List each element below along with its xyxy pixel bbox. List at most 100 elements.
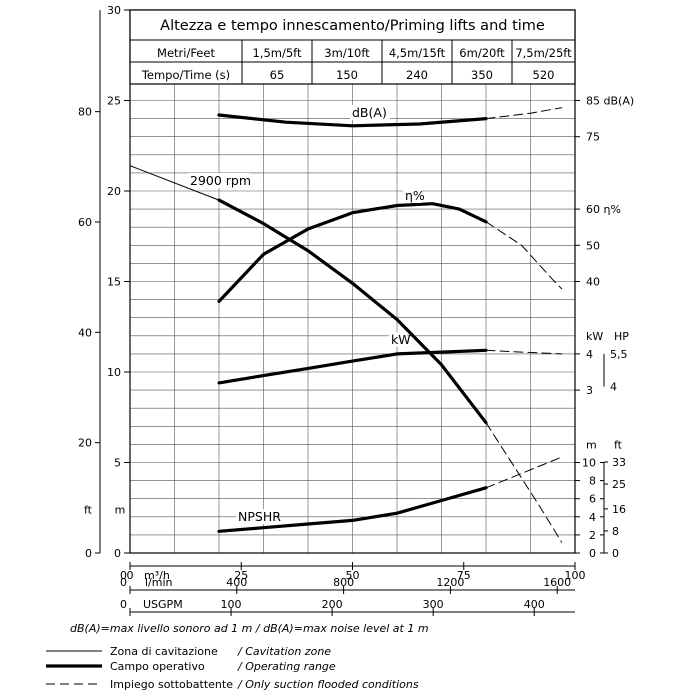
- x-tick-label-lmin: 400: [226, 576, 247, 589]
- table-cell-time: 350: [471, 68, 493, 82]
- legend-label-it: Zona di cavitazione: [110, 645, 218, 658]
- x-tick-label-m3h: 50: [346, 569, 360, 582]
- y-tick-label-m: 15: [107, 276, 121, 289]
- label-dba-bg: [350, 105, 390, 120]
- x-tick-label-usgpm: 100: [221, 598, 242, 611]
- y-tick-label-m: 5: [114, 457, 121, 470]
- legend-label-en: / Operating range: [237, 660, 336, 673]
- curve-db-a--flooded: [485, 107, 563, 120]
- npshr-ft-label: 0: [612, 547, 619, 560]
- y-tick-label-ft: 0: [85, 547, 92, 560]
- table-cell-time: 65: [270, 68, 285, 82]
- table-row-label-time: Tempo/Time (s): [141, 68, 230, 82]
- x-tick-label-m3h: 75: [457, 569, 471, 582]
- y-tick-label-ft: 20: [78, 437, 92, 450]
- legend-label-en: / Cavitation zone: [237, 645, 331, 658]
- eff-scale-label: 40: [586, 276, 600, 289]
- table-row-label-lift: Metri/Feet: [157, 46, 215, 60]
- x-tick-label-usgpm: 200: [322, 598, 343, 611]
- label-kw-bg: [389, 332, 408, 347]
- label-dba: dB(A): [352, 105, 387, 120]
- kw-scale-label: 4: [586, 348, 593, 361]
- table-cell-lift: 1,5m/5ft: [252, 46, 302, 60]
- kw-unit: kW: [586, 330, 603, 343]
- y-tick-label-ft: 40: [78, 326, 92, 339]
- dba-scale-label: 75: [586, 131, 600, 144]
- curve-kw-flooded: [485, 349, 563, 355]
- curve---operating: [217, 202, 488, 303]
- npshr-m-label: 6: [589, 493, 596, 506]
- x-tick-label-lmin: 1200: [436, 576, 464, 589]
- dba-note: dB(A)=max livello sonoro ad 1 m / dB(A)=…: [70, 622, 429, 635]
- y-tick-label-m: 10: [107, 366, 121, 379]
- x-axis-label-usgpm: USGPM: [143, 598, 183, 611]
- x-axis-label-lmin: l/min: [145, 576, 173, 589]
- curve-kw-operating: [217, 348, 488, 385]
- curve-2900-rpm-flooded: [485, 422, 563, 543]
- npshr-unit-m: m: [586, 438, 597, 451]
- x-axis-label-m3h: m³/h: [144, 569, 170, 582]
- npshr-ft-label: 16: [612, 503, 626, 516]
- table-cell-lift: 6m/20ft: [459, 46, 505, 60]
- curve-npshr-flooded: [485, 456, 563, 489]
- y-tick-label-ft: 80: [78, 106, 92, 119]
- label-eta: η%: [405, 188, 425, 203]
- dba-scale-label: 85 dB(A): [586, 95, 634, 108]
- x-tick-label-lmin: 0: [120, 576, 127, 589]
- table-cell-lift: 7,5m/25ft: [515, 46, 572, 60]
- curve---flooded: [485, 221, 563, 290]
- y-tick-label-m: 25: [107, 95, 121, 108]
- eff-scale-label: 60 η%: [586, 203, 621, 216]
- y-axis-unit-m: m: [115, 504, 126, 517]
- hp-unit: HP: [614, 330, 629, 343]
- y-tick-label-m: 0: [114, 547, 121, 560]
- curve-2900-rpm-operating: [217, 198, 488, 425]
- y-tick-label-m: 30: [107, 4, 121, 17]
- npshr-ft-label: 25: [612, 478, 626, 491]
- npshr-m-label: 0: [589, 547, 596, 560]
- x-tick-label-usgpm: 400: [524, 598, 545, 611]
- table-cell-lift: 4,5m/15ft: [389, 46, 446, 60]
- label-eta-bg: [403, 188, 422, 203]
- y-axis-unit-ft: ft: [84, 504, 93, 517]
- curve-2900-rpm-cavitation: [129, 165, 220, 201]
- legend-label-en: / Only suction flooded conditions: [237, 678, 419, 691]
- kw-scale-label: 3: [586, 384, 593, 397]
- npshr-m-label: 8: [589, 475, 596, 488]
- x-tick-label-lmin: 1600: [543, 576, 571, 589]
- y-tick-label-ft: 60: [78, 216, 92, 229]
- x-tick-label-lmin: 800: [333, 576, 354, 589]
- priming-table: [129, 9, 576, 85]
- x-tick-label-usgpm: 0: [120, 598, 127, 611]
- npshr-unit-ft: ft: [614, 438, 623, 451]
- npshr-m-label: 10: [582, 457, 596, 470]
- npshr-m-label: 2: [589, 529, 596, 542]
- table-cell-time: 150: [336, 68, 358, 82]
- label-npshr-bg: [236, 509, 276, 524]
- hp-label: 5,5: [610, 348, 628, 361]
- hp-label: 4: [610, 380, 617, 393]
- eff-scale-label: 50: [586, 239, 600, 252]
- x-tick-label-m3h: 25: [234, 569, 248, 582]
- label-rpm: 2900 rpm: [190, 173, 251, 188]
- curve-npshr-operating: [217, 486, 488, 533]
- table-cell-lift: 3m/10ft: [324, 46, 370, 60]
- legend-label-it: Impiego sottobattente: [110, 678, 233, 691]
- npshr-m-label: 4: [589, 511, 596, 524]
- npshr-ft-label: 33: [612, 456, 626, 469]
- label-npshr: NPSHR: [238, 509, 281, 524]
- curve-db-a--operating: [217, 113, 488, 128]
- table-cell-time: 520: [533, 68, 555, 82]
- x-tick-label-m3h: 0: [120, 569, 127, 582]
- label-kw: kW: [391, 332, 411, 347]
- x-tick-label-usgpm: 300: [423, 598, 444, 611]
- table-cell-time: 240: [406, 68, 428, 82]
- y-tick-label-m: 20: [107, 185, 121, 198]
- x-tick-label-m3h: 100: [565, 569, 586, 582]
- label-rpm-bg: [188, 173, 250, 188]
- legend-label-it: Campo operativo: [110, 660, 205, 673]
- npshr-ft-label: 8: [612, 525, 619, 538]
- chart-title: Altezza e tempo innescamento/Priming lif…: [160, 18, 545, 34]
